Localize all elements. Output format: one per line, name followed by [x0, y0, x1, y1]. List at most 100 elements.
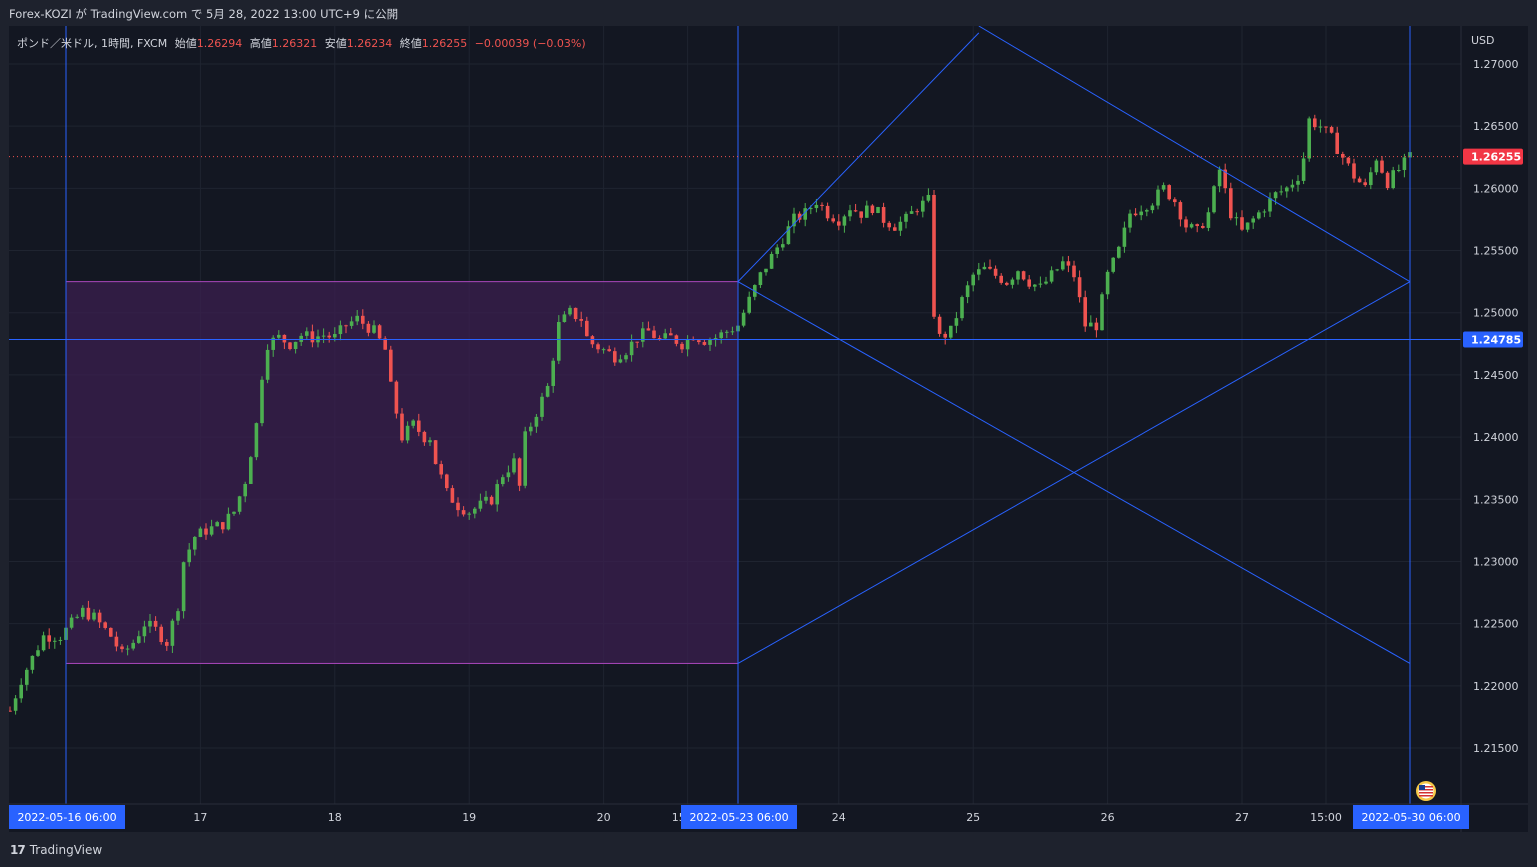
candle-body — [265, 349, 270, 380]
candle-body — [1369, 172, 1373, 186]
candle-body — [865, 205, 869, 218]
price-tick-label: 1.23500 — [1473, 493, 1519, 506]
candle-body — [58, 639, 63, 641]
legend-open-label: 始値 — [174, 37, 197, 50]
range-box — [65, 281, 739, 664]
candle-body — [1402, 157, 1407, 171]
price-tick-label: 1.25000 — [1473, 307, 1519, 320]
candle-body — [562, 314, 567, 323]
legend-symbol: ポンド／米ドル, 1時間, FXCM — [17, 37, 168, 50]
time-highlight-label: 2022-05-16 06:00 — [17, 811, 116, 824]
legend-high-value: 1.26321 — [271, 37, 318, 50]
candle-body — [1217, 169, 1222, 187]
legend-low-label: 安値 — [324, 37, 347, 50]
event-flag-canton — [1419, 785, 1425, 790]
candle-body — [943, 333, 947, 338]
candle-body — [1128, 213, 1132, 228]
candle-body — [327, 335, 331, 338]
candle-body — [529, 426, 533, 432]
time-highlight-bg — [1353, 805, 1469, 829]
legend-close-value: 1.26255 — [421, 37, 468, 50]
current-price-badge-text: 1.26255 — [1471, 151, 1521, 164]
event-flag-stripe — [1419, 792, 1433, 794]
candle-body — [758, 272, 763, 286]
candle-body — [1111, 257, 1115, 272]
candle-body — [1374, 160, 1379, 173]
time-tick-label: 27 — [1235, 811, 1249, 824]
candle-body — [641, 328, 645, 342]
candle-body — [663, 333, 667, 339]
candle-body — [1089, 322, 1093, 327]
candle-body — [417, 420, 421, 432]
candle-body — [69, 617, 74, 628]
candle-body — [433, 440, 438, 465]
tradingview-brand-text: TradingView — [29, 843, 103, 857]
chart-area[interactable]: USD 1.27000 1.26500 1.26000 1.25500 1.25000 1.… — [9, 26, 1528, 832]
candle-body — [848, 210, 852, 217]
candle-body — [971, 274, 975, 286]
candle-body — [299, 335, 303, 342]
candle-body — [13, 698, 18, 711]
candle-body — [730, 331, 735, 333]
candle-body — [103, 622, 107, 628]
candle-body — [405, 425, 410, 441]
candle-body — [439, 464, 443, 475]
candle-body — [618, 359, 623, 363]
candle-body — [355, 315, 359, 322]
candle-body — [954, 318, 959, 326]
candle-body — [1189, 224, 1194, 228]
candle-body — [260, 379, 264, 424]
candle-body — [411, 420, 415, 426]
candle-body — [1229, 188, 1233, 219]
price-tick-label: 1.26000 — [1473, 182, 1519, 195]
candle-body — [277, 334, 281, 338]
candle-body — [1117, 246, 1121, 258]
candle-body — [1201, 226, 1205, 228]
candle-body — [81, 607, 85, 617]
candle-body — [1279, 191, 1283, 193]
event-flag-stripe — [1419, 786, 1433, 788]
candle-body — [97, 612, 102, 623]
candle-body — [1380, 160, 1384, 173]
candle-body — [999, 275, 1003, 283]
candle-body — [1307, 118, 1311, 159]
candle-body — [293, 341, 298, 350]
tradingview-logo[interactable]: 17 TradingView — [10, 843, 102, 857]
candle-body — [512, 458, 516, 473]
candle-body — [209, 526, 214, 535]
candle-body — [551, 360, 555, 386]
price-tick-label: 1.24000 — [1473, 431, 1519, 444]
price-tick-label: 1.21500 — [1473, 742, 1519, 755]
candle-body — [1094, 322, 1099, 331]
candle-body — [1329, 127, 1334, 133]
candle-body — [400, 413, 404, 441]
time-tick-label: 26 — [1101, 811, 1115, 824]
candle-body — [1273, 192, 1278, 199]
candle-body — [165, 641, 169, 646]
event-flag-stripe — [1419, 795, 1433, 797]
candle-body — [120, 646, 124, 650]
candle-body — [305, 331, 309, 336]
price-tick-label: 1.27000 — [1473, 58, 1519, 71]
candle-body — [75, 616, 79, 618]
candle-body — [41, 635, 46, 651]
candlestick-chart[interactable]: USD 1.27000 1.26500 1.26000 1.25500 1.25000 1.… — [9, 26, 1528, 832]
time-tick-label: 15:00 — [1310, 811, 1342, 824]
candle-body — [596, 344, 600, 350]
candle-body — [831, 218, 835, 222]
candle-body — [53, 640, 57, 642]
candle-body — [473, 508, 477, 514]
candle-body — [1206, 212, 1211, 228]
candle-body — [450, 488, 455, 503]
event-flag-icon — [1416, 781, 1436, 801]
candle-body — [1301, 158, 1306, 181]
candle-body — [176, 611, 180, 621]
candle-body — [232, 511, 236, 514]
candle-body — [590, 336, 595, 345]
candle-body — [1055, 269, 1059, 271]
event-flag-stripe — [1419, 789, 1433, 791]
candle-body — [646, 328, 651, 331]
candle-body — [243, 483, 247, 497]
candle-body — [629, 341, 634, 356]
trend-line-upper — [978, 26, 1411, 283]
